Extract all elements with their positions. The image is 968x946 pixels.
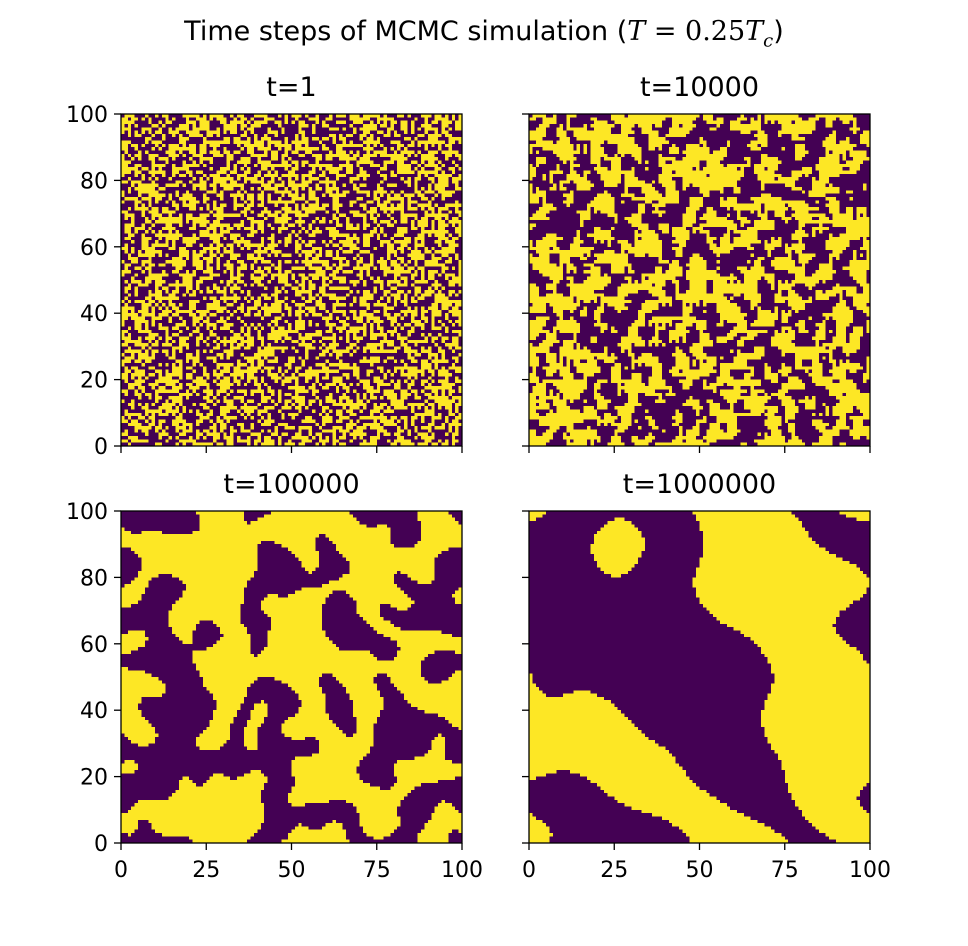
x-tick-label: 75 bbox=[771, 858, 799, 883]
y-tick-label: 80 bbox=[80, 169, 108, 194]
subplot-4: t=1000000 0 25 50 75 100 bbox=[522, 469, 891, 883]
figure-title-math: T = 0.25Tc bbox=[627, 16, 774, 52]
subplot-3: t=100000 0 25 50 75 100 0 20 40 60 80 100 bbox=[66, 469, 483, 883]
y-tick-label: 100 bbox=[66, 103, 108, 128]
x-tick-label: 75 bbox=[363, 858, 391, 883]
figure-title: Time steps of MCMC simulation (T = 0.25T… bbox=[0, 16, 968, 51]
x-tick-label: 25 bbox=[600, 858, 628, 883]
x-tick-label: 25 bbox=[192, 858, 220, 883]
heatmap-image bbox=[529, 511, 870, 843]
x-tick-label: 50 bbox=[686, 858, 714, 883]
y-tick-label: 80 bbox=[80, 566, 108, 591]
x-tick-label: 50 bbox=[278, 858, 306, 883]
y-tick-label: 100 bbox=[66, 500, 108, 525]
subplot-1: t=1 0 20 40 60 80 100 bbox=[66, 72, 463, 460]
y-tick-label: 60 bbox=[80, 236, 108, 261]
subplot-title: t=1000000 bbox=[623, 469, 776, 500]
y-tick-label: 0 bbox=[94, 435, 108, 460]
y-tick-label: 40 bbox=[80, 302, 108, 327]
y-tick-label: 40 bbox=[80, 699, 108, 724]
heatmap-image bbox=[121, 114, 462, 446]
y-tick-label: 20 bbox=[80, 766, 108, 791]
y-tick-label: 0 bbox=[94, 832, 108, 857]
figure-title-text: Time steps of MCMC simulation ( bbox=[184, 16, 628, 47]
x-tick-label: 0 bbox=[114, 858, 128, 883]
x-tick-label: 100 bbox=[849, 858, 891, 883]
x-tick-label: 100 bbox=[441, 858, 483, 883]
subplot-title: t=100000 bbox=[223, 469, 359, 500]
heatmap-image bbox=[529, 114, 870, 446]
figure-title-close: ) bbox=[773, 16, 784, 47]
y-tick-label: 20 bbox=[80, 369, 108, 394]
subplot-title: t=1 bbox=[266, 72, 316, 103]
y-tick-label: 60 bbox=[80, 633, 108, 658]
subplot-2: t=10000 bbox=[522, 72, 871, 453]
heatmap-image bbox=[121, 511, 462, 843]
x-tick-label: 0 bbox=[522, 858, 536, 883]
subplot-title: t=10000 bbox=[640, 72, 759, 103]
